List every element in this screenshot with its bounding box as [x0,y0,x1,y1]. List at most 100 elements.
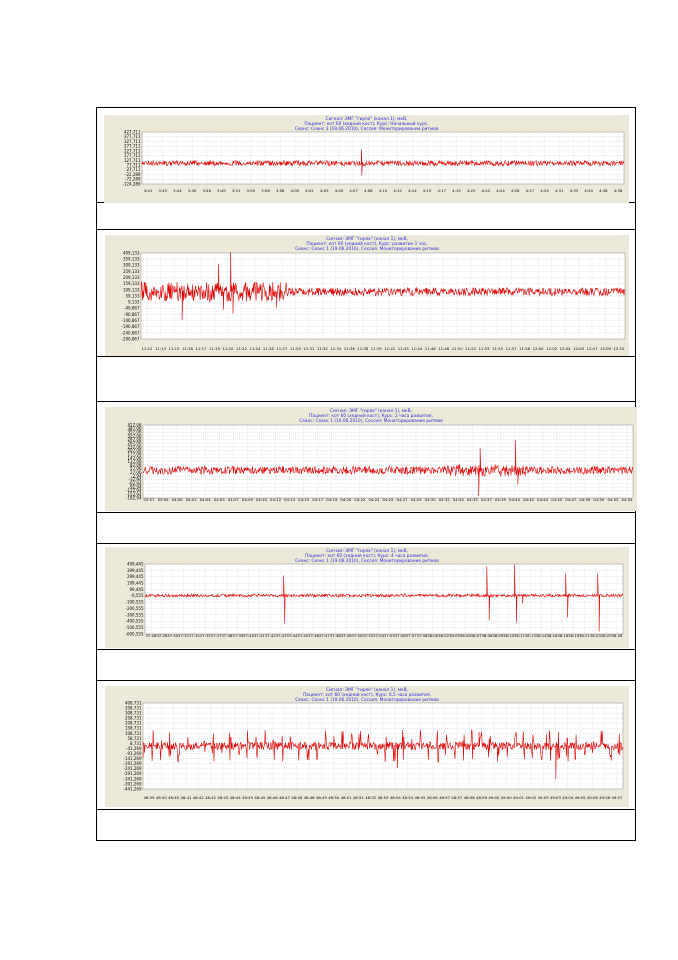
caption-cell-5 [97,810,635,840]
chart-row-5: Сигнал: ЭМГ "гиряк" (канал 1), мкВ, Пацие… [97,681,635,810]
y-tick-label: -40,867 [124,306,140,311]
x-tick-label: 11:17 [195,346,207,351]
x-tick-label: 04:44 [537,497,549,502]
x-tick-label: 04:19 [326,497,338,502]
x-tick-label: 04:17 [312,497,324,502]
x-tick-label: 04:49 [579,497,591,502]
x-tick-label: 04:29 [411,497,423,502]
x-tick-label: 11:31 [303,346,315,351]
x-tick-label: 38:09 [492,633,504,638]
y-tick-label: -152,94 [126,492,142,497]
x-tick-label: 04:52 [607,497,619,502]
x-tick-label: 38:23 [590,633,602,638]
y-tick-label: -200,555 [126,606,144,611]
y-tick-label: 159,133 [123,281,140,286]
x-tick-label: 49:07 [612,795,624,800]
x-tick-label: 38:00 [427,633,439,638]
x-tick-label: 11:46 [425,346,437,351]
chart-header-line: Пациент: кот 60 (хедний кост), Курс: 2 ч… [309,412,433,419]
y-tick-label: 499,445 [127,561,144,566]
x-tick-label: 48:53 [378,795,390,800]
emg-chart-1-svg: Сигнал: ЭМГ "гиряк" (канал 1), мкВ,Пацие… [123,116,625,193]
chart-row-1: Сигнал: ЭМГ "гиряк" (канал 1), мкВ, Пацие… [97,108,635,203]
x-tick-label: 04:05 [214,497,226,502]
x-tick-label: 11:34 [330,346,342,351]
x-tick-label: 4:27 [526,188,535,193]
emg-signal-trace [142,440,634,497]
x-tick-label: 04:15 [298,497,310,502]
x-tick-label: 48:44 [230,795,242,800]
x-tick-label: 04:09 [242,497,254,502]
y-tick-label: -500,555 [126,625,144,630]
x-tick-label: 48:59 [476,795,488,800]
x-tick-label: 3:44 [173,188,182,193]
y-tick-label: -182,94 [126,495,142,500]
chart-header-line: Пациент: кот 60 (хедний кост), Курс: раз… [306,240,427,247]
x-tick-label: 38:11 [514,633,526,638]
y-tick-label: 177,711 [124,153,141,158]
caption-cell-4 [97,650,635,681]
chart-header-line: Пациент: кот 60 (хедний кост), Курс: 6,5… [303,691,431,698]
x-tick-label: 4:19 [452,188,461,193]
x-tick-label: 11:20 [222,346,234,351]
y-tick-label: 127,711 [124,158,141,163]
x-tick-label: 37:50 [351,633,363,638]
y-tick-label: 259,133 [123,269,140,274]
x-tick-label: 37:54 [373,633,385,638]
x-tick-label: 37:47 [319,633,331,638]
y-tick-label: -190,867 [122,324,140,329]
x-tick-label: 12:02 [546,346,558,351]
emg-signal-trace [141,149,625,176]
x-tick-label: 11:29 [290,346,302,351]
x-tick-label: 04:10 [256,497,268,502]
chart-header-line: Сигнал: ЭМГ "гиряк" (канал 1), мкВ, [326,236,408,242]
x-tick-label: 04:24 [368,497,380,502]
x-tick-label: 48:54 [402,795,414,800]
y-tick-label: -191,269 [124,761,142,766]
x-tick-label: 12:05 [573,346,585,351]
x-tick-label: 4:31 [555,188,564,193]
y-tick-label: 299,445 [127,574,144,579]
y-tick-label: 427,711 [124,129,141,134]
x-tick-label: 48:45 [254,795,266,800]
x-tick-label: 4:07 [349,188,358,193]
x-tick-label: 37:30 [167,633,179,638]
y-tick-label: -400,555 [126,619,144,624]
x-tick-label: 37:57 [406,633,418,638]
x-tick-label: 3:51 [232,188,241,193]
x-tick-label: 04:40 [509,497,521,502]
x-tick-label: 03:59 [158,497,170,502]
y-tick-label: 309,133 [123,263,140,268]
y-tick-label: 417,06 [128,422,142,427]
x-tick-label: 38:26 [612,633,624,638]
x-tick-label: 11:22 [236,346,248,351]
emg-signal-trace [144,564,624,632]
x-tick-label: 49:06 [587,795,599,800]
x-tick-label: 38:14 [536,633,548,638]
y-tick-label: -91,269 [126,751,142,756]
chart-row-2: Сигнал: ЭМГ "гиряк" (канал 1), мкВ, Пацие… [97,230,635,357]
x-tick-label: 4:29 [540,188,549,193]
x-tick-label: 4:33 [570,188,579,193]
x-tick-label: 37:43 [276,633,288,638]
y-tick-label: 327,711 [124,139,141,144]
x-tick-label: 04:47 [565,497,577,502]
x-tick-label: 4:15 [423,188,432,193]
x-tick-label: 12:09 [600,346,612,351]
y-tick-label: 27,06 [130,470,142,475]
x-tick-label: 11:55 [492,346,504,351]
y-tick-label: 408,731 [125,700,142,705]
y-tick-label: 87,06 [130,463,142,468]
x-tick-label: 11:39 [371,346,383,351]
emg-chart-4: Сигнал: ЭМГ "гиряк" (канал 1), мкВ, Пацие… [105,547,629,648]
x-tick-label: 12:10 [614,346,626,351]
emg-chart-4-svg: Сигнал: ЭМГ "гиряк" (канал 1), мкВ,Пацие… [126,548,624,638]
chart-header-line: Сигнал: ЭМГ "гиряк" (канал 1), мкВ, [326,687,408,693]
x-tick-label: 04:50 [593,497,605,502]
x-tick-label: 11:24 [249,346,261,351]
x-tick-label: 49:05 [575,795,587,800]
x-tick-label: 48:51 [353,795,365,800]
x-tick-label: 11:44 [411,346,423,351]
y-tick-label: 357,06 [128,430,142,435]
y-tick-label: 237,06 [128,444,142,449]
